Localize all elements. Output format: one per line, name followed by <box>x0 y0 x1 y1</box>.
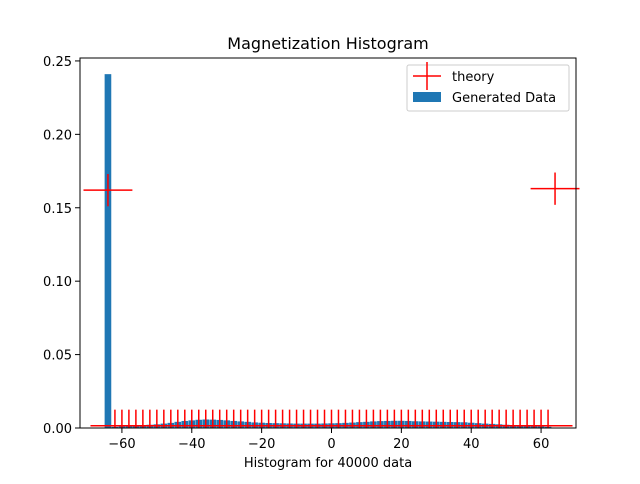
theory-point <box>523 409 573 428</box>
x-axis-label: Histogram for 40000 data <box>244 456 412 471</box>
legend-generated-swatch <box>413 92 441 102</box>
y-tick-label: 0.20 <box>43 128 72 143</box>
x-axis-ticks: −60 −40 −20 0 20 40 60 <box>108 428 549 452</box>
x-tick-label: −40 <box>178 437 205 452</box>
x-tick-label: 0 <box>327 437 335 452</box>
plot-frame <box>79 57 577 429</box>
y-tick-label: 0.15 <box>43 202 72 217</box>
y-tick-label: 0.00 <box>43 422 72 437</box>
x-tick-label: 20 <box>393 437 410 452</box>
x-tick-label: 60 <box>533 437 550 452</box>
chart-title: Magnetization Histogram <box>227 34 428 53</box>
legend: theory Generated Data <box>406 62 570 112</box>
legend-generated-label: Generated Data <box>452 91 556 106</box>
y-axis-ticks: 0.00 0.05 0.10 0.15 0.20 0.25 <box>43 55 80 437</box>
theory-errorbars <box>83 172 580 428</box>
theory-point <box>530 172 580 205</box>
x-tick-label: 40 <box>463 437 480 452</box>
theory-point <box>83 173 133 207</box>
y-tick-label: 0.10 <box>43 275 72 290</box>
y-tick-label: 0.05 <box>43 349 72 364</box>
x-tick-label: −20 <box>248 437 275 452</box>
legend-box <box>406 64 570 112</box>
generated-data-bars <box>104 74 552 429</box>
legend-theory-marker <box>413 62 441 90</box>
y-tick-label: 0.25 <box>43 55 72 70</box>
histogram-bar <box>104 74 112 429</box>
x-tick-label: −60 <box>108 437 135 452</box>
legend-theory-label: theory <box>452 70 495 85</box>
